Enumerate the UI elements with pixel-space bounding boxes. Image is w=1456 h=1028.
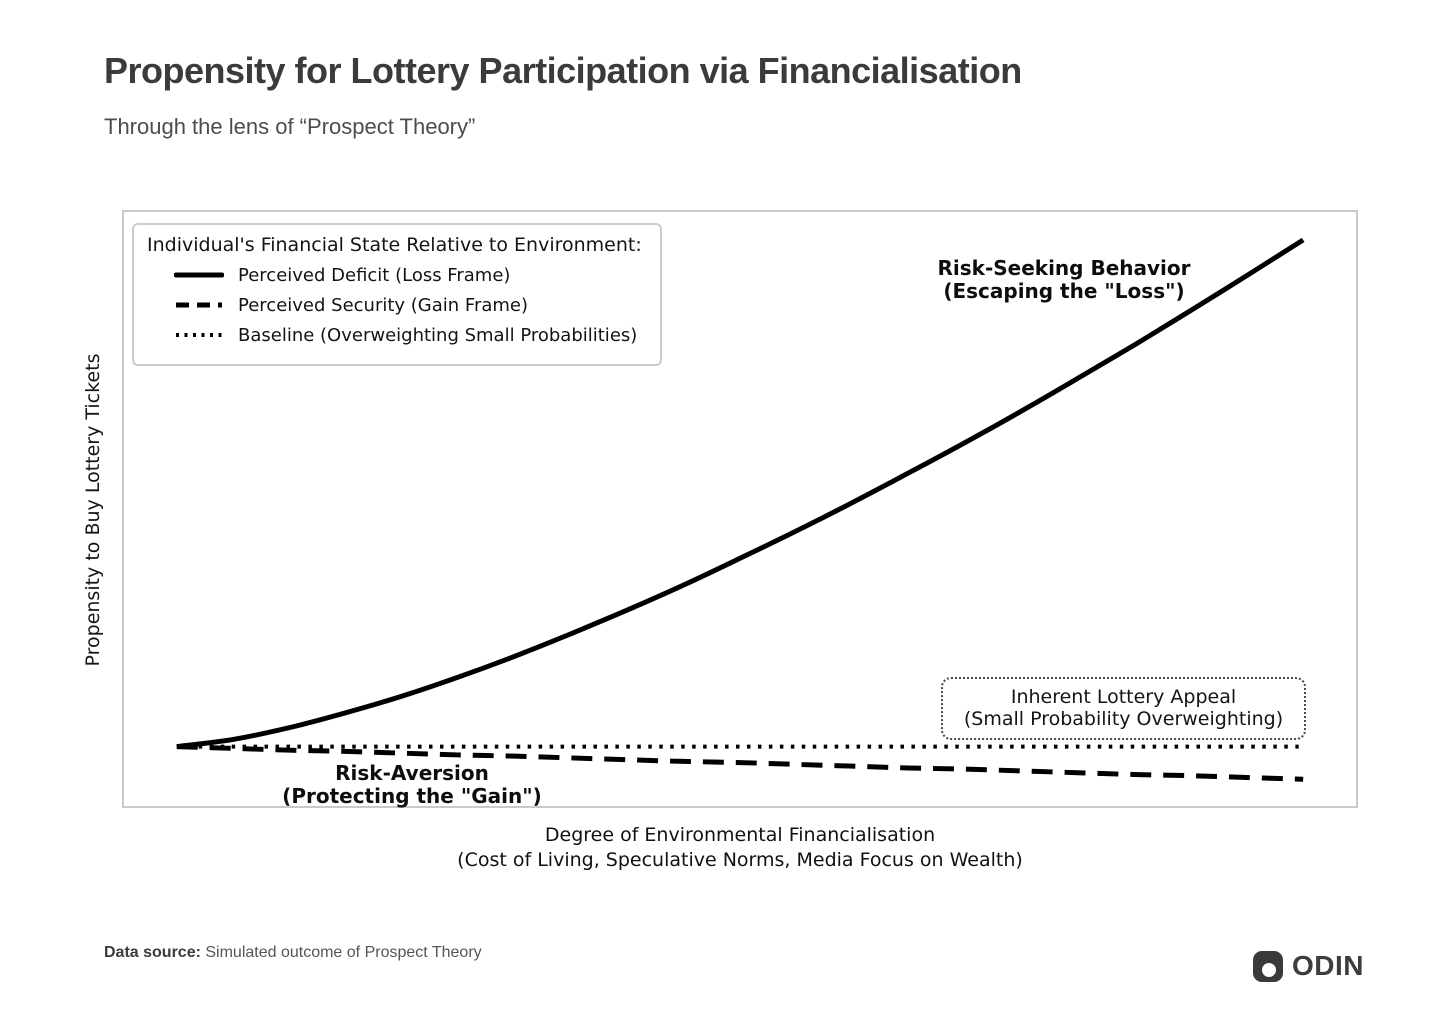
legend-item: Baseline (Overweighting Small Probabilit… xyxy=(174,324,642,346)
annotation-risk-aversion: Risk-Aversion (Protecting the "Gain") xyxy=(262,762,562,808)
page-subtitle: Through the lens of “Prospect Theory” xyxy=(104,114,476,139)
data-source: Data source: Simulated outcome of Prospe… xyxy=(104,944,482,962)
annotation-risk-seeking-line1: Risk-Seeking Behavior xyxy=(937,256,1191,280)
legend-label: Baseline (Overweighting Small Probabilit… xyxy=(238,324,638,346)
x-axis-label: Degree of Environmental Financialisation… xyxy=(122,823,1358,873)
legend-line-sample-dotted xyxy=(176,333,222,337)
odin-brand-name: ODIN xyxy=(1292,950,1364,981)
page-title: Propensity for Lottery Participation via… xyxy=(104,50,1022,91)
legend-item: Perceived Deficit (Loss Frame) xyxy=(174,264,642,286)
legend-item: Perceived Security (Gain Frame) xyxy=(174,294,642,316)
annotation-lottery-appeal-line1: Inherent Lottery Appeal xyxy=(1010,686,1237,708)
legend-label: Perceived Security (Gain Frame) xyxy=(238,294,529,316)
annotation-lottery-appeal: Inherent Lottery Appeal (Small Probabili… xyxy=(941,677,1306,740)
legend-line-sample-dashed xyxy=(176,302,222,308)
odin-logo-dot xyxy=(1262,962,1276,977)
annotation-risk-seeking: Risk-Seeking Behavior (Escaping the "Los… xyxy=(914,257,1214,303)
x-axis-label-line2: (Cost of Living, Speculative Norms, Medi… xyxy=(457,849,1023,871)
annotation-lottery-appeal-line2: (Small Probability Overweighting) xyxy=(963,708,1284,730)
series-line-dashed xyxy=(176,744,1304,782)
legend: Individual's Financial State Relative to… xyxy=(132,223,662,366)
annotation-risk-aversion-line2: (Protecting the "Gain") xyxy=(282,784,542,808)
legend-title: Individual's Financial State Relative to… xyxy=(147,234,642,256)
odin-logo-icon xyxy=(1253,950,1283,982)
data-source-value: Simulated outcome of Prospect Theory xyxy=(200,944,482,961)
annotation-risk-aversion-line1: Risk-Aversion xyxy=(335,761,489,785)
chart-lines xyxy=(176,237,1305,782)
plot-area: Individual's Financial State Relative to… xyxy=(122,210,1358,808)
annotation-risk-seeking-line2: (Escaping the "Loss") xyxy=(943,279,1185,303)
series-line-solid xyxy=(176,237,1305,750)
legend-items: Perceived Deficit (Loss Frame) Perceived … xyxy=(147,264,642,346)
data-source-label: Data source: xyxy=(104,944,201,961)
x-axis-label-line1: Degree of Environmental Financialisation xyxy=(544,824,936,846)
odin-brand: ODIN xyxy=(1253,950,1364,982)
legend-label: Perceived Deficit (Loss Frame) xyxy=(238,264,511,286)
y-axis-label: Propensity to Buy Lottery Tickets xyxy=(82,353,104,667)
legend-line-sample-solid xyxy=(174,272,224,278)
